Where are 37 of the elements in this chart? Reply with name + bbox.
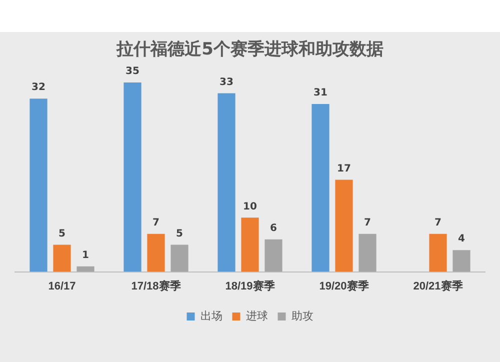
data-label: 4	[458, 234, 466, 245]
data-label: 7	[434, 218, 442, 229]
data-label: 33	[220, 76, 234, 88]
data-label: 32	[32, 82, 46, 94]
bar	[76, 266, 94, 272]
bar	[30, 98, 48, 272]
legend-label: 进球	[246, 310, 268, 323]
data-label: 6	[270, 222, 278, 234]
bar	[452, 250, 470, 272]
bar	[241, 218, 259, 272]
bar	[124, 82, 142, 272]
data-label: 35	[126, 66, 140, 77]
x-tick-label: 19/20赛季	[319, 279, 370, 292]
bar	[147, 234, 165, 272]
bar	[429, 234, 447, 272]
data-label: 31	[314, 88, 328, 99]
x-tick-label: 20/21赛季	[413, 279, 464, 292]
x-tick-label: 18/19赛季	[225, 279, 276, 292]
x-tick-label: 17/18赛季	[131, 279, 182, 292]
data-label: 5	[58, 228, 66, 240]
bar	[170, 244, 188, 272]
chart-title: 拉什福德近5个赛季进球和助攻数据	[116, 40, 384, 60]
data-label: 1	[82, 250, 90, 261]
bar	[312, 104, 330, 272]
bar	[335, 180, 353, 272]
data-label: 5	[176, 228, 184, 240]
data-label: 10	[243, 201, 257, 212]
data-label: 7	[364, 218, 372, 229]
x-tick-label: 16/17	[48, 280, 76, 292]
bar	[218, 93, 236, 272]
bar	[264, 239, 282, 272]
data-label: 7	[152, 218, 160, 229]
legend-label: 出场	[200, 310, 222, 323]
legend-label: 助攻	[291, 310, 314, 323]
bar	[53, 244, 71, 272]
bar	[358, 234, 376, 272]
data-label: 17	[337, 163, 351, 174]
